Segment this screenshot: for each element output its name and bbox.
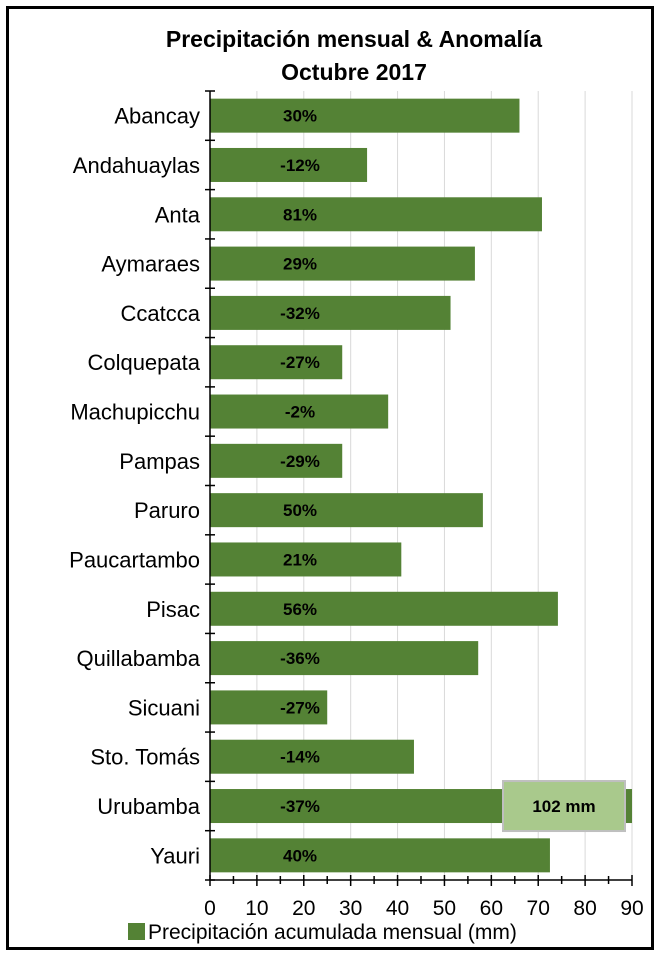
- category-label: Colquepata: [87, 350, 200, 375]
- data-label: -14%: [280, 748, 320, 767]
- callout-label: 102 mm: [532, 797, 595, 816]
- data-label: -12%: [280, 156, 320, 175]
- callout-box: [502, 780, 626, 833]
- data-label: -27%: [280, 353, 320, 372]
- category-label: Aymaraes: [101, 252, 200, 277]
- x-tick-label: 50: [433, 897, 456, 920]
- chart-frame: Precipitación mensual & Anomalía Octubre…: [6, 6, 654, 950]
- x-tick-label: 60: [480, 897, 503, 920]
- labels: Abancay 30% Andahuaylas -12% Anta 81% Aymaraes…: [69, 104, 320, 869]
- data-label: -32%: [280, 304, 320, 323]
- bar: [210, 147, 368, 182]
- data-label: 30%: [283, 107, 317, 126]
- axes: 0 10 20 30 40 50 60 70 80 90: [204, 90, 644, 920]
- bar: [210, 641, 479, 676]
- category-label: Pampas: [119, 449, 200, 474]
- data-label: 56%: [283, 600, 317, 619]
- bar: [210, 542, 402, 577]
- category-label: Urubamba: [97, 794, 200, 819]
- category-label: Quillabamba: [76, 646, 200, 671]
- category-label: Sicuani: [128, 695, 200, 720]
- category-label: Pisac: [146, 597, 200, 622]
- bar: [210, 591, 558, 626]
- data-label: -27%: [280, 698, 320, 717]
- data-label: 81%: [283, 205, 317, 224]
- callout: 102 mm: [502, 780, 626, 833]
- bar: [210, 246, 475, 281]
- bar: [210, 690, 328, 725]
- legend-label: Precipitación acumulada mensual (mm): [148, 921, 517, 944]
- category-label: Paucartambo: [69, 547, 200, 572]
- category-label: Sto. Tomás: [90, 745, 200, 770]
- bars: [210, 98, 632, 873]
- bar-chart: Precipitación mensual & Anomalía Octubre…: [69, 26, 644, 944]
- legend-swatch: [128, 923, 145, 940]
- x-tick-label: 20: [292, 897, 315, 920]
- category-label: Paruro: [134, 498, 200, 523]
- bar: [210, 394, 389, 429]
- chart-title: Precipitación mensual & Anomalía: [166, 26, 542, 52]
- data-label: -37%: [280, 797, 320, 816]
- legend: Precipitación acumulada mensual (mm): [128, 921, 517, 944]
- category-label: Ccatcca: [121, 301, 201, 326]
- data-label: -29%: [280, 452, 320, 471]
- data-label: 29%: [283, 255, 317, 274]
- category-label: Yauri: [150, 843, 200, 868]
- bar: [210, 197, 542, 232]
- x-tick-label: 0: [204, 897, 216, 920]
- bar: [210, 295, 451, 330]
- x-tick-label: 90: [620, 897, 643, 920]
- x-tick-label: 70: [527, 897, 550, 920]
- x-tick-label: 40: [386, 897, 409, 920]
- bar: [210, 443, 343, 478]
- category-label: Abancay: [114, 104, 200, 129]
- bar: [210, 493, 483, 528]
- bar: [210, 739, 414, 774]
- data-label: 40%: [283, 846, 317, 865]
- data-label: 21%: [283, 550, 317, 569]
- bar: [210, 98, 520, 133]
- bar: [210, 345, 343, 380]
- x-tick-label: 30: [339, 897, 362, 920]
- category-label: Anta: [155, 202, 201, 227]
- data-label: -2%: [285, 403, 315, 422]
- category-label: Machupicchu: [70, 400, 200, 425]
- x-tick-label: 80: [573, 897, 596, 920]
- category-label: Andahuaylas: [73, 153, 200, 178]
- chart-subtitle: Octubre 2017: [281, 59, 427, 85]
- data-label: -36%: [280, 649, 320, 668]
- x-tick-label: 10: [245, 897, 268, 920]
- data-label: 50%: [283, 501, 317, 520]
- bar: [210, 838, 550, 873]
